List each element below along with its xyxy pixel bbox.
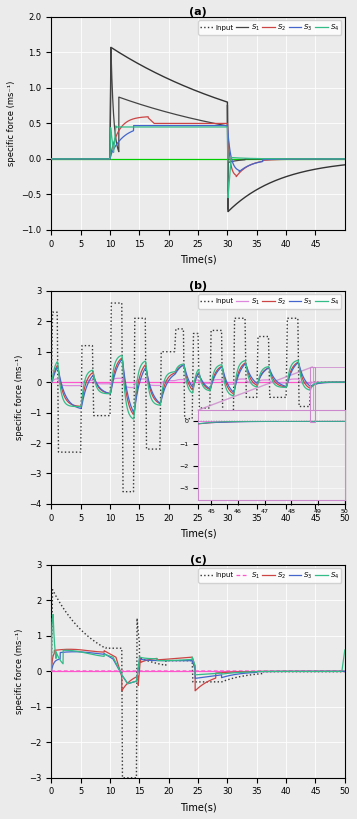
Legend: Input, $S_1$, $S_2$, $S_3$, $S_4$: Input, $S_1$, $S_2$, $S_3$, $S_4$ bbox=[198, 20, 341, 34]
X-axis label: Time(s): Time(s) bbox=[180, 802, 216, 812]
X-axis label: Time(s): Time(s) bbox=[180, 254, 216, 265]
Legend: Input, $S_1$, $S_2$, $S_3$, $S_4$: Input, $S_1$, $S_2$, $S_3$, $S_4$ bbox=[198, 294, 341, 309]
Y-axis label: specific force (ms⁻¹): specific force (ms⁻¹) bbox=[7, 81, 16, 166]
Title: (b): (b) bbox=[189, 281, 207, 291]
Title: (a): (a) bbox=[189, 7, 207, 17]
Y-axis label: specific force (ms⁻¹): specific force (ms⁻¹) bbox=[15, 629, 24, 714]
X-axis label: Time(s): Time(s) bbox=[180, 528, 216, 538]
Bar bbox=[310, 367, 316, 422]
Title: (c): (c) bbox=[190, 554, 206, 565]
Y-axis label: specific force (ms⁻¹): specific force (ms⁻¹) bbox=[15, 355, 24, 440]
Bar bbox=[312, 367, 345, 489]
Legend: Input, $S_1$, $S_2$, $S_3$, $S_4$: Input, $S_1$, $S_2$, $S_3$, $S_4$ bbox=[198, 568, 341, 582]
